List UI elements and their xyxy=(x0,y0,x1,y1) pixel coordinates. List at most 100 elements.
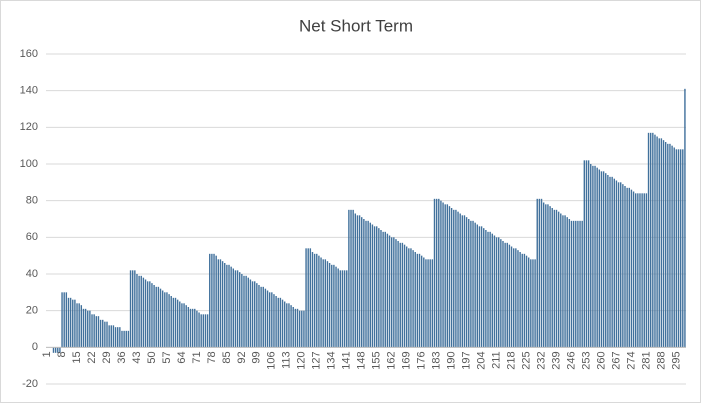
bar xyxy=(410,248,412,348)
bar xyxy=(106,321,108,348)
bar xyxy=(116,327,119,348)
bar xyxy=(271,292,273,348)
bar xyxy=(375,226,378,348)
bar xyxy=(78,303,80,348)
bar xyxy=(592,165,594,348)
bar xyxy=(358,215,361,348)
bar xyxy=(123,330,125,348)
bar xyxy=(179,301,181,348)
bar xyxy=(459,213,461,348)
bar xyxy=(399,242,401,348)
x-tick-label: 1 xyxy=(41,351,53,357)
bar xyxy=(549,206,551,348)
bar xyxy=(84,308,87,348)
bar xyxy=(542,202,545,348)
bar xyxy=(134,270,136,348)
bar xyxy=(382,231,384,348)
bar xyxy=(557,211,560,348)
bar xyxy=(59,347,61,353)
bar xyxy=(416,253,419,348)
bar xyxy=(637,193,639,348)
x-tick-label: 162 xyxy=(386,351,398,369)
bar xyxy=(401,242,404,348)
bar xyxy=(313,253,316,348)
bar xyxy=(277,297,279,348)
bar xyxy=(455,209,457,348)
bar xyxy=(525,255,528,348)
bar xyxy=(438,198,440,348)
bar xyxy=(318,255,320,348)
bar xyxy=(232,268,234,348)
x-tick-label: 190 xyxy=(446,351,458,369)
x-tick-label: 225 xyxy=(520,351,532,369)
x-tick-label: 183 xyxy=(431,351,443,369)
bar xyxy=(264,288,267,348)
bar xyxy=(478,226,481,348)
bar xyxy=(684,88,686,348)
bar xyxy=(446,204,449,348)
bar xyxy=(316,253,318,348)
bar xyxy=(609,176,611,348)
bar xyxy=(682,149,684,348)
bar xyxy=(435,198,438,348)
bar xyxy=(577,220,579,348)
bar xyxy=(131,270,134,348)
x-tick-label: 43 xyxy=(131,351,143,363)
bar xyxy=(566,217,568,348)
bar xyxy=(530,259,532,348)
bar xyxy=(620,182,622,348)
bar xyxy=(512,248,515,348)
bar xyxy=(67,297,70,348)
x-tick-label: 85 xyxy=(221,351,233,363)
bar xyxy=(140,275,142,348)
bar xyxy=(350,209,352,348)
bar xyxy=(185,305,187,348)
bar xyxy=(532,259,534,348)
bar xyxy=(602,171,605,348)
bar xyxy=(348,209,350,348)
x-tick-label: 113 xyxy=(281,351,293,369)
bar xyxy=(485,230,487,348)
bar xyxy=(146,281,149,348)
bar xyxy=(403,244,406,348)
bar xyxy=(624,186,626,348)
bar xyxy=(125,330,127,348)
bar xyxy=(279,297,282,348)
bar xyxy=(97,316,100,348)
bar xyxy=(189,308,192,348)
x-tick-label: 148 xyxy=(356,351,368,369)
bar xyxy=(322,259,324,348)
bar xyxy=(583,160,586,348)
x-tick-label: 64 xyxy=(176,351,188,363)
bar xyxy=(354,213,357,348)
x-tick-label: 197 xyxy=(461,351,473,369)
bar xyxy=(564,215,566,348)
bar xyxy=(213,253,215,348)
x-tick-label: 8 xyxy=(56,351,68,357)
bar xyxy=(91,314,93,348)
bar xyxy=(442,202,444,348)
bar xyxy=(429,259,431,348)
bar xyxy=(181,303,183,348)
bar xyxy=(371,224,374,348)
x-tick-label: 50 xyxy=(146,351,158,363)
bar xyxy=(153,285,155,348)
bar xyxy=(386,233,389,348)
bar xyxy=(405,246,408,348)
x-tick-label: 176 xyxy=(416,351,428,369)
bar xyxy=(414,252,416,348)
bar xyxy=(431,259,434,348)
bar xyxy=(275,296,277,348)
chart-title: Net Short Term xyxy=(299,16,413,35)
bar xyxy=(234,270,237,348)
bar xyxy=(99,319,102,348)
bar xyxy=(553,209,556,348)
bar xyxy=(508,244,511,348)
bar xyxy=(551,208,553,348)
x-tick-label: 239 xyxy=(550,351,562,369)
bar xyxy=(617,182,620,348)
bar xyxy=(273,294,275,348)
bar xyxy=(247,277,249,348)
bar xyxy=(136,274,138,348)
